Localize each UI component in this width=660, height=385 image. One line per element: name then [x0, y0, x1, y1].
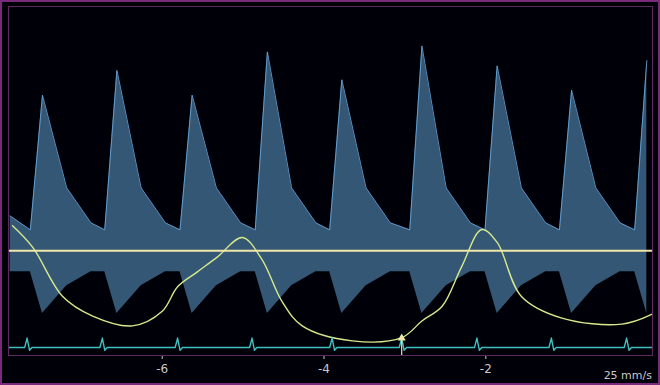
svg-text:-4: -4 — [318, 362, 330, 376]
svg-text:-2: -2 — [480, 362, 492, 376]
html-text:25 mm/s: 25 mm/s — [603, 369, 652, 382]
svg-text:-6: -6 — [156, 362, 168, 376]
